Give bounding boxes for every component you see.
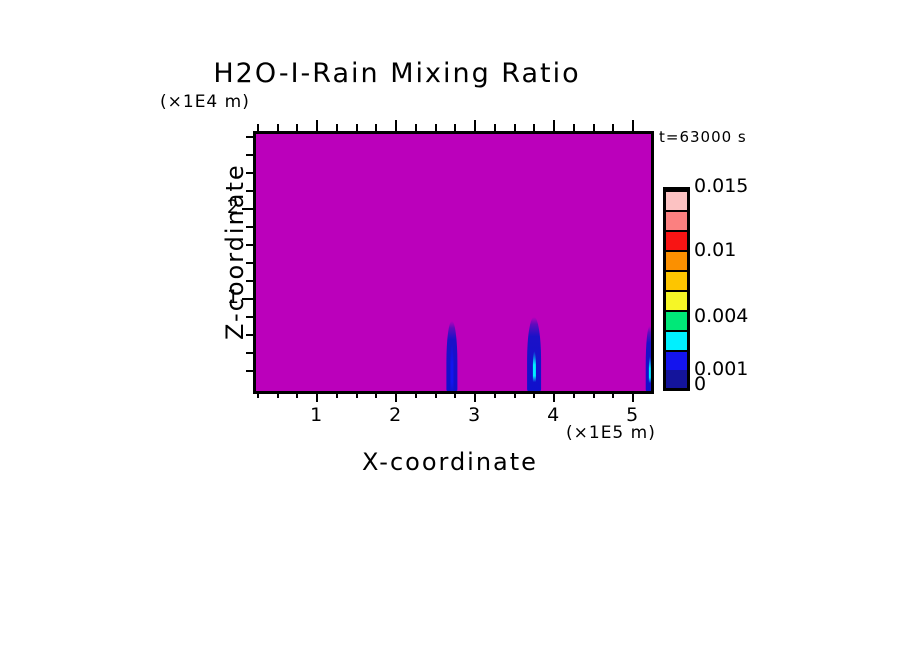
x-tick-top-4 [553,120,556,131]
x-tick-5 [632,391,635,402]
x-tick-top-2.75 [454,124,457,131]
colorbar-band-4 [666,290,687,310]
x-tick-top-2 [395,120,398,131]
x-tick-3.25 [493,391,496,398]
x-tick-3 [474,391,477,402]
rain-streak-edge-core [648,355,651,384]
y-tick-2.8 [246,135,253,138]
x-tick-top-3 [474,120,477,131]
x-tick-top-5 [632,120,635,131]
y-axis-units-caption: (×1E4 m) [160,92,250,112]
colorbar-band-5 [666,270,687,290]
y-axis-title: Z-coordinate [221,163,249,340]
timestamp-annotation: t=63000 s [659,128,747,146]
colorbar-label-0.015: 0.015 [694,175,749,197]
colorbar-band-9 [666,190,687,210]
y-tick-2.2 [246,189,253,192]
y-tick-1.8 [246,225,253,228]
x-tick-top-1 [316,120,319,131]
x-tick-label-5: 5 [626,404,639,426]
colorbar-band-3 [666,310,687,330]
figure-title: H2O-I-Rain Mixing Ratio [213,58,581,89]
x-tick-top-2.5 [434,124,437,131]
x-tick-top-3.75 [533,124,536,131]
y-tick-label-1: 1 [226,285,239,308]
x-tick-top-2.25 [414,124,417,131]
x-tick-top-1.75 [375,124,378,131]
rain-streak-edge [645,326,651,391]
colorbar-label-0.01: 0.01 [694,239,737,262]
colorbar-label-0.001: 0.001 [694,358,749,381]
colorbar-band-1 [666,350,687,370]
x-tick-top-0.75 [296,124,299,131]
x-tick-0.5 [276,391,279,398]
x-tick-2 [395,391,398,402]
x-tick-1.75 [375,391,378,398]
x-tick-top-4.5 [592,124,595,131]
rain-streak-edge-halo [645,326,651,391]
colorbar-label-0.004: 0.004 [694,304,749,327]
x-tick-2.75 [454,391,457,398]
x-tick-1.5 [355,391,358,398]
rain-streak-right-core [532,351,536,383]
x-tick-4.5 [592,391,595,398]
x-tick-top-0.25 [256,124,259,131]
y-tick-1.4 [246,261,253,264]
colorbar-band-8 [666,210,687,230]
x-axis-units-caption: (×1E5 m) [566,423,656,443]
x-tick-0.25 [256,391,259,398]
x-tick-label-3: 3 [468,404,481,426]
rain-streak-left [446,320,458,391]
y-tick-1.2 [246,279,253,282]
y-tick-1 [242,297,253,300]
x-tick-top-1.5 [355,124,358,131]
heatmap-field [256,134,651,391]
colorbar-band-2 [666,330,687,350]
x-tick-4 [553,391,556,402]
x-tick-4.25 [572,391,575,398]
colorbar-band-0 [666,370,687,388]
plot-area [253,131,654,394]
x-tick-label-1: 1 [310,404,323,426]
x-tick-top-3.5 [513,124,516,131]
colorbar-band-7 [666,230,687,250]
x-tick-top-1.25 [335,124,338,131]
x-tick-label-2: 2 [389,404,402,426]
y-tick-1.6 [246,243,253,246]
x-tick-top-3.25 [493,124,496,131]
x-tick-1 [316,391,319,402]
x-tick-top-4.75 [612,124,615,131]
colorbar-band-6 [666,250,687,270]
y-tick-0.2 [246,369,253,372]
y-tick-0.8 [246,315,253,318]
x-tick-2.25 [414,391,417,398]
x-tick-3.5 [513,391,516,398]
y-tick-0.4 [246,351,253,354]
x-tick-0.75 [296,391,299,398]
x-tick-2.5 [434,391,437,398]
colorbar-label-0: 0 [694,373,707,395]
x-axis-title: X-coordinate [362,448,538,476]
x-tick-3.75 [533,391,536,398]
x-tick-top-0.5 [276,124,279,131]
y-tick-label-2: 2 [226,195,239,218]
x-tick-1.25 [335,391,338,398]
rain-streak-left-core [450,343,454,391]
x-tick-4.75 [612,391,615,398]
x-tick-top-4.25 [572,124,575,131]
colorbar [663,187,690,391]
y-tick-2 [242,207,253,210]
y-tick-2.6 [246,153,253,156]
y-tick-2.4 [246,171,253,174]
y-tick-0.6 [246,333,253,336]
rain-streak-right [526,317,542,391]
x-tick-label-4: 4 [547,404,560,426]
